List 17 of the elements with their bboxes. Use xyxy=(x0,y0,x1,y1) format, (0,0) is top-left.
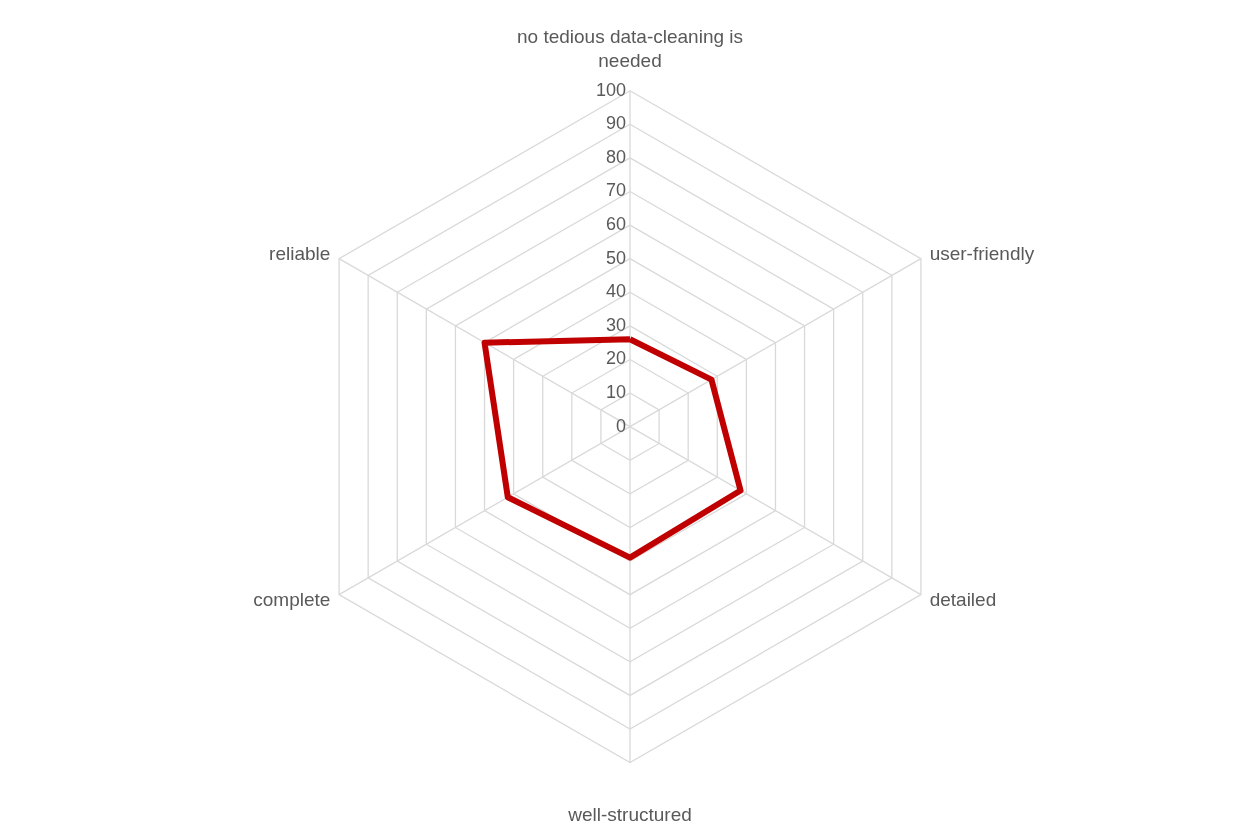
spoke-label: reliable xyxy=(269,242,331,264)
y-tick-label: 90 xyxy=(605,113,626,134)
y-tick-label: 20 xyxy=(605,348,626,369)
spoke-label: no tedious data-cleaning is needed xyxy=(516,26,744,72)
y-tick-label: 70 xyxy=(605,180,626,201)
y-tick-label: 60 xyxy=(605,214,626,235)
y-tick-label: 40 xyxy=(605,281,626,302)
y-tick-label: 0 xyxy=(615,415,626,436)
spoke-label: well-structured xyxy=(567,804,692,823)
y-tick-label: 10 xyxy=(605,382,626,403)
y-tick-label: 30 xyxy=(605,314,626,335)
y-tick-label: 80 xyxy=(605,146,626,167)
y-tick-label: 100 xyxy=(595,79,626,100)
y-tick-label: 50 xyxy=(605,247,626,268)
spoke-label: detailed xyxy=(929,588,997,610)
spoke-label: complete xyxy=(253,588,331,610)
spoke-label: user-friendly xyxy=(929,242,1035,264)
